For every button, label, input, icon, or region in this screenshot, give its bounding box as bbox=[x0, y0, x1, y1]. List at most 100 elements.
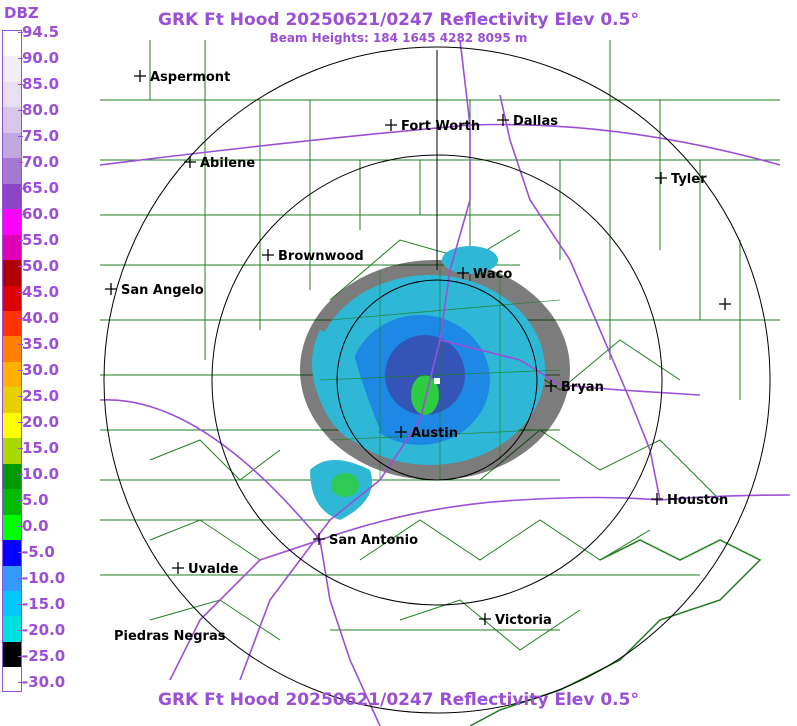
legend-swatch bbox=[3, 158, 21, 184]
legend-tick-mark bbox=[18, 474, 23, 475]
legend-swatch bbox=[3, 361, 21, 388]
legend-tick-label: 85.0 bbox=[22, 75, 60, 93]
legend-tick-mark bbox=[18, 266, 23, 267]
legend-tick-mark bbox=[18, 110, 23, 111]
city-marker-icon bbox=[184, 156, 196, 168]
legend-swatch bbox=[3, 540, 21, 566]
city-label: San Angelo bbox=[121, 283, 204, 298]
legend-tick-mark bbox=[18, 370, 23, 371]
legend-swatch bbox=[3, 412, 21, 439]
legend-tick-mark bbox=[18, 682, 23, 683]
legend-tick-mark bbox=[18, 162, 23, 163]
legend-tick-mark bbox=[18, 630, 23, 631]
legend-swatch bbox=[3, 107, 21, 133]
city-label: Bryan bbox=[561, 380, 604, 395]
city-marker-icon bbox=[172, 562, 184, 574]
legend-tick-label: 55.0 bbox=[22, 231, 60, 249]
map-title-footer: GRK Ft Hood 20250621/0247 Reflectivity E… bbox=[158, 690, 639, 710]
legend-tick-mark bbox=[18, 396, 23, 397]
legend-swatch bbox=[3, 81, 21, 108]
city-label: Waco bbox=[473, 267, 512, 282]
legend-swatch bbox=[3, 438, 21, 464]
city-marker-icon bbox=[385, 119, 397, 131]
legend-tick-mark bbox=[18, 84, 23, 85]
legend-tick-label: 20.0 bbox=[22, 413, 60, 431]
legend-tick-mark bbox=[18, 448, 23, 449]
highways bbox=[99, 39, 791, 726]
legend-tick-mark bbox=[18, 240, 23, 241]
legend-swatch bbox=[3, 387, 21, 413]
legend-tick-label: -20.0 bbox=[22, 621, 66, 639]
legend-swatch bbox=[3, 590, 21, 617]
city-marker-icon bbox=[262, 249, 274, 261]
city-label: Brownwood bbox=[278, 249, 364, 264]
legend-tick-label: 70.0 bbox=[22, 153, 60, 171]
legend-swatch bbox=[3, 31, 21, 57]
legend-swatch bbox=[3, 616, 21, 642]
legend-tick-label: 50.0 bbox=[22, 257, 60, 275]
legend-tick-label: 45.0 bbox=[22, 283, 60, 301]
legend-tick-mark bbox=[18, 604, 23, 605]
legend-swatch bbox=[3, 336, 21, 362]
legend-unit: DBZ bbox=[4, 4, 39, 22]
legend-tick-label: 15.0 bbox=[22, 439, 60, 457]
legend-tick-mark bbox=[18, 344, 23, 345]
radar-echoes bbox=[300, 246, 570, 520]
legend-swatch bbox=[3, 463, 21, 490]
city-label: San Antonio bbox=[329, 533, 418, 548]
legend-swatch bbox=[3, 667, 21, 691]
legend-swatch bbox=[3, 132, 21, 159]
city-label: Houston bbox=[667, 493, 728, 508]
legend-tick-label: 40.0 bbox=[22, 309, 60, 327]
city-label: Austin bbox=[411, 426, 458, 441]
legend-tick-mark bbox=[18, 656, 23, 657]
city-marker-icon bbox=[479, 613, 491, 625]
legend-tick-label: -5.0 bbox=[22, 543, 55, 561]
legend-swatch bbox=[3, 56, 21, 82]
city-marker-icon bbox=[651, 493, 663, 505]
legend-swatch bbox=[3, 285, 21, 311]
city-label: Piedras Negras bbox=[114, 629, 226, 644]
legend-tick-label: 5.0 bbox=[22, 491, 49, 509]
legend-tick-label: 25.0 bbox=[22, 387, 60, 405]
city-label: Abilene bbox=[200, 156, 255, 171]
legend-tick-mark bbox=[18, 136, 23, 137]
map-title: GRK Ft Hood 20250621/0247 Reflectivity E… bbox=[158, 10, 639, 30]
legend-swatch bbox=[3, 514, 21, 541]
legend-swatch bbox=[3, 234, 21, 261]
city-markers: Aspermont Fort Worth Dallas Abilene Tyler Bro… bbox=[105, 70, 731, 644]
legend-tick-mark bbox=[18, 526, 23, 527]
city-marker-icon bbox=[545, 380, 557, 392]
city-label: Tyler bbox=[671, 172, 707, 187]
legend-tick-mark bbox=[18, 58, 23, 59]
legend-tick-label: 90.0 bbox=[22, 49, 60, 67]
radar-site-marker bbox=[434, 378, 440, 384]
legend-swatch bbox=[3, 489, 21, 515]
city-marker-icon bbox=[655, 172, 667, 184]
legend-swatch bbox=[3, 310, 21, 337]
legend-tick-mark bbox=[18, 318, 23, 319]
legend-swatch bbox=[3, 565, 21, 591]
city-marker-icon bbox=[395, 426, 407, 438]
legend-tick-label: 60.0 bbox=[22, 205, 60, 223]
legend-tick-label: 80.0 bbox=[22, 101, 60, 119]
city-marker-icon bbox=[457, 267, 469, 279]
legend-tick-mark bbox=[18, 32, 23, 33]
legend-tick-mark bbox=[18, 552, 23, 553]
legend-swatch bbox=[3, 260, 21, 286]
legend-tick-mark bbox=[18, 422, 23, 423]
legend-tick-label: 65.0 bbox=[22, 179, 60, 197]
city-label: Dallas bbox=[513, 114, 558, 129]
legend-tick-label: 0.0 bbox=[22, 517, 49, 535]
legend-tick-label: -15.0 bbox=[22, 595, 66, 613]
beam-heights: Beam Heights: 184 1645 4282 8095 m bbox=[269, 31, 528, 45]
legend-swatch bbox=[3, 641, 21, 668]
legend-tick-mark bbox=[18, 292, 23, 293]
city-marker-icon bbox=[497, 114, 509, 126]
legend-tick-label: 94.5 bbox=[22, 23, 60, 41]
legend-tick-label: 75.0 bbox=[22, 127, 60, 145]
legend-tick-label: 35.0 bbox=[22, 335, 60, 353]
city-marker-icon bbox=[313, 533, 325, 545]
legend-swatch bbox=[3, 183, 21, 210]
